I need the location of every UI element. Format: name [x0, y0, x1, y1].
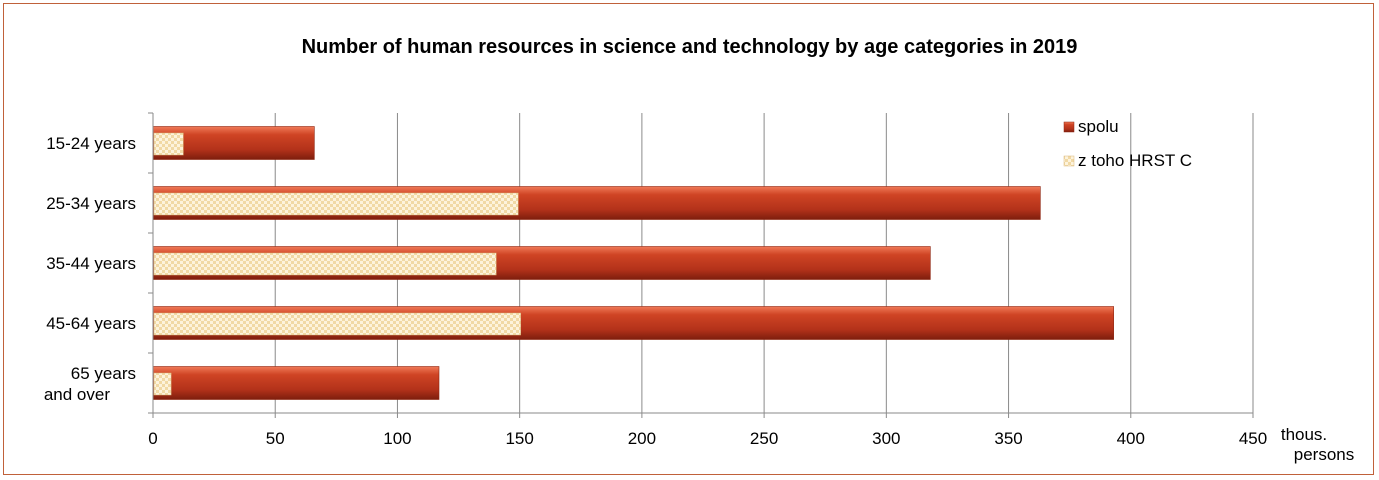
bar-hrst-c [153, 132, 184, 156]
x-tick-label: 100 [383, 429, 411, 448]
category-label: 65 years and over [44, 364, 136, 404]
x-tick-label: 350 [994, 429, 1022, 448]
x-tick-label: 450 [1239, 429, 1267, 448]
x-unit-label: thous. [1281, 425, 1327, 444]
x-tick-label: 400 [1117, 429, 1145, 448]
category-label: 15-24 years [46, 134, 136, 153]
x-tick-label: 50 [266, 429, 285, 448]
bar-hrst-c [153, 372, 172, 396]
x-tick-label: 200 [628, 429, 656, 448]
category-label: 35-44 years [46, 254, 136, 273]
chart-title: Number of human resources in science and… [301, 36, 1078, 58]
x-tick-label: 0 [148, 429, 157, 448]
legend-swatch-hrst-c [1063, 155, 1075, 167]
x-unit-label: persons [1294, 445, 1354, 464]
bar-hrst-c [153, 312, 521, 336]
legend: spolu z toho HRST C [1063, 117, 1192, 170]
x-tick-label: 300 [872, 429, 900, 448]
bar-hrst-c [153, 252, 497, 276]
legend-label-spolu: spolu [1078, 117, 1119, 136]
bar-hrst-c [153, 192, 519, 216]
bar-spolu [152, 366, 440, 400]
x-tick-label: 150 [505, 429, 533, 448]
category-label: 45-64 years [46, 314, 136, 333]
legend-label-hrst-c: z toho HRST C [1078, 151, 1192, 170]
category-label: 25-34 years [46, 194, 136, 213]
x-tick-label: 250 [750, 429, 778, 448]
legend-swatch-spolu [1063, 121, 1075, 133]
